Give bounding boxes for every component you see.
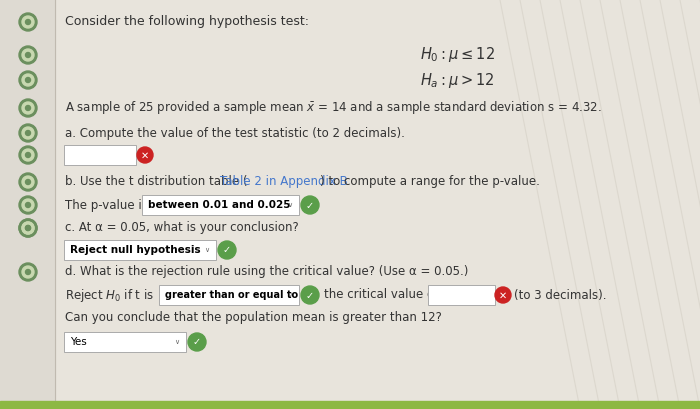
Text: ) to compute a range for the p-value.: ) to compute a range for the p-value. [320, 175, 540, 189]
Text: Reject null hypothesis: Reject null hypothesis [70, 245, 201, 255]
Circle shape [218, 241, 236, 259]
Text: Consider the following hypothesis test:: Consider the following hypothesis test: [65, 16, 309, 29]
Circle shape [301, 286, 319, 304]
Circle shape [19, 99, 37, 117]
Text: greater than or equal to: greater than or equal to [165, 290, 298, 300]
Circle shape [22, 266, 34, 278]
Circle shape [19, 219, 37, 237]
FancyBboxPatch shape [142, 195, 299, 215]
FancyBboxPatch shape [64, 145, 136, 165]
Text: The p-value is: The p-value is [65, 198, 148, 211]
Text: ∨: ∨ [204, 247, 209, 253]
Circle shape [495, 287, 511, 303]
Circle shape [19, 13, 37, 31]
FancyBboxPatch shape [64, 332, 186, 352]
Circle shape [25, 130, 31, 135]
Circle shape [19, 173, 37, 191]
Bar [0, 401, 700, 409]
Text: ∨: ∨ [288, 202, 293, 208]
FancyBboxPatch shape [159, 285, 299, 305]
FancyBboxPatch shape [64, 240, 216, 260]
Circle shape [19, 46, 37, 64]
Circle shape [19, 71, 37, 89]
Circle shape [22, 149, 34, 161]
Circle shape [25, 20, 31, 25]
Circle shape [22, 199, 34, 211]
Circle shape [19, 196, 37, 214]
Circle shape [25, 180, 31, 184]
Text: Can you conclude that the population mean is greater than 12?: Can you conclude that the population mea… [65, 312, 442, 324]
Circle shape [25, 52, 31, 58]
Circle shape [25, 202, 31, 207]
Circle shape [25, 106, 31, 110]
Circle shape [137, 147, 153, 163]
Circle shape [22, 127, 34, 139]
Text: Reject $H_0$ if t is: Reject $H_0$ if t is [65, 286, 154, 303]
Text: between 0.01 and 0.025: between 0.01 and 0.025 [148, 200, 290, 210]
Text: d. What is the rejection rule using the critical value? (Use α = 0.05.): d. What is the rejection rule using the … [65, 265, 468, 279]
Circle shape [25, 77, 31, 83]
Circle shape [22, 222, 34, 234]
Text: Table 2 in Appendix B: Table 2 in Appendix B [220, 175, 348, 189]
Circle shape [19, 219, 37, 237]
Text: ✓: ✓ [193, 337, 201, 348]
Circle shape [22, 49, 34, 61]
Text: ✓: ✓ [306, 200, 314, 211]
Text: ✓: ✓ [306, 290, 314, 301]
Text: Yes: Yes [70, 337, 87, 347]
Circle shape [22, 102, 34, 114]
Circle shape [19, 263, 37, 281]
Circle shape [22, 222, 34, 234]
Circle shape [22, 74, 34, 86]
Text: $H_0: \mu \leq 12$: $H_0: \mu \leq 12$ [420, 45, 495, 65]
Circle shape [19, 146, 37, 164]
Circle shape [188, 333, 206, 351]
Text: the critical value of: the critical value of [324, 288, 438, 301]
Circle shape [19, 124, 37, 142]
FancyBboxPatch shape [428, 285, 495, 305]
Text: (to 3 decimals).: (to 3 decimals). [514, 288, 606, 301]
Bar [0, 0, 55, 409]
Circle shape [22, 16, 34, 28]
Circle shape [301, 196, 319, 214]
Text: A sample of 25 provided a sample mean $\bar{x}$ = 14 and a sample standard devia: A sample of 25 provided a sample mean $\… [65, 99, 602, 117]
Circle shape [25, 270, 31, 274]
Circle shape [22, 176, 34, 188]
Circle shape [25, 225, 31, 231]
Circle shape [25, 153, 31, 157]
Text: ∨: ∨ [174, 339, 180, 345]
Text: c. At α = 0.05, what is your conclusion?: c. At α = 0.05, what is your conclusion? [65, 222, 299, 234]
Text: ✓: ✓ [223, 245, 231, 256]
Text: b. Use the t distribution table (: b. Use the t distribution table ( [65, 175, 248, 189]
Text: ∨: ∨ [288, 292, 293, 298]
Text: a. Compute the value of the test statistic (to 2 decimals).: a. Compute the value of the test statist… [65, 126, 405, 139]
Text: ✕: ✕ [141, 151, 149, 160]
Text: ✕: ✕ [499, 290, 507, 301]
Circle shape [25, 225, 31, 231]
Text: $H_a: \mu > 12$: $H_a: \mu > 12$ [420, 70, 495, 90]
